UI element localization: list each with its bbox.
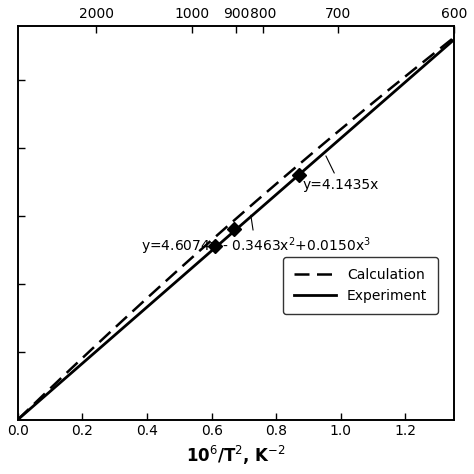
- Calculation: [373, 98, 378, 104]
- Experiment: [225, 234, 230, 240]
- Calculation: [451, 35, 457, 40]
- Experiment: [451, 37, 457, 43]
- Experiment: [274, 191, 280, 196]
- Experiment: [15, 417, 21, 422]
- X-axis label: 10$^6$/T$^2$, K$^{-2}$: 10$^6$/T$^2$, K$^{-2}$: [186, 444, 286, 467]
- Calculation: [225, 223, 230, 229]
- Calculation: [251, 201, 256, 206]
- Experiment: [440, 46, 446, 52]
- Experiment: [222, 237, 228, 242]
- Text: y=4.6074x - 0.3463x$^2$+0.0150x$^3$: y=4.6074x - 0.3463x$^2$+0.0150x$^3$: [141, 215, 370, 257]
- Calculation: [15, 417, 21, 422]
- Experiment: [251, 211, 256, 217]
- Legend: Calculation, Experiment: Calculation, Experiment: [283, 257, 438, 314]
- Calculation: [440, 43, 446, 49]
- Calculation: [222, 226, 228, 231]
- Experiment: [373, 105, 378, 111]
- Text: y=4.1435x: y=4.1435x: [302, 156, 378, 192]
- Line: Experiment: Experiment: [18, 40, 454, 419]
- Line: Calculation: Calculation: [18, 37, 454, 419]
- Calculation: [274, 180, 280, 186]
